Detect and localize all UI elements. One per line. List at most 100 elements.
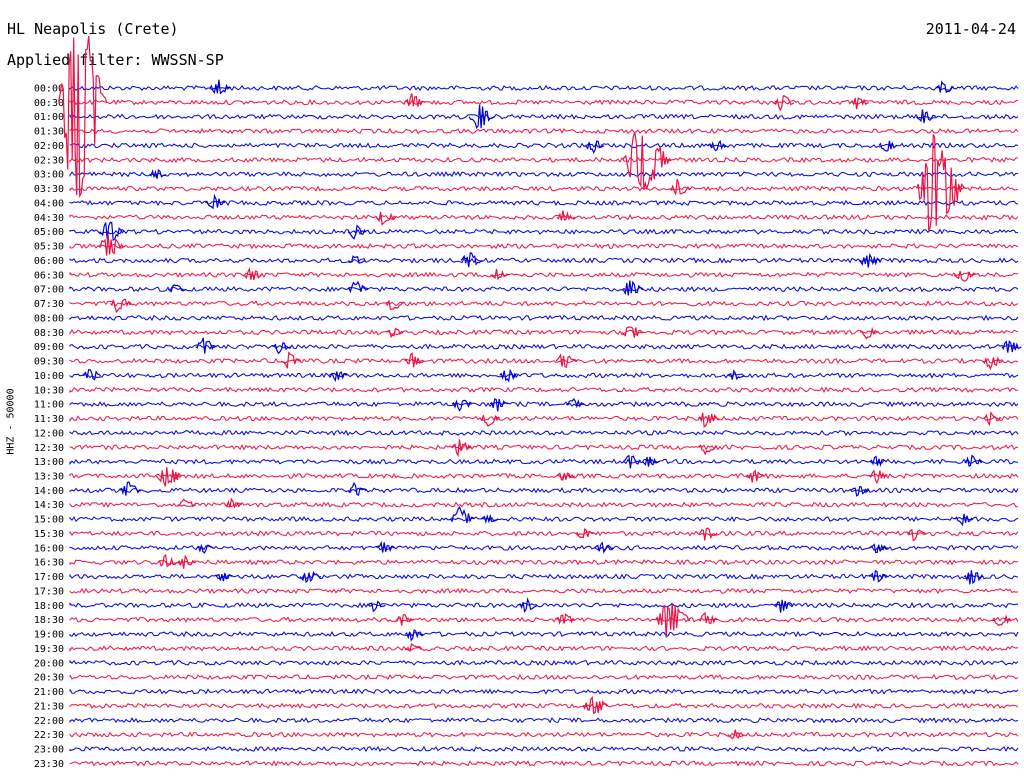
trace-line [69, 156, 1018, 164]
event-burst [224, 497, 242, 509]
event-burst [556, 472, 576, 481]
event-burst [404, 628, 424, 642]
event-burst [460, 252, 483, 268]
row-time-label: 18:30 [34, 615, 64, 626]
row-time-label: 11:30 [34, 414, 64, 425]
trace-line [69, 329, 1019, 336]
row-time-label: 09:00 [34, 342, 64, 353]
event-burst [157, 553, 178, 568]
event-burst [99, 221, 125, 241]
event-burst [953, 270, 976, 282]
event-burst [328, 371, 348, 383]
event-burst [869, 455, 887, 468]
row-time-label: 17:30 [34, 586, 64, 597]
event-burst [858, 252, 881, 268]
event-burst [982, 356, 1003, 371]
trace-line [69, 314, 1019, 322]
event-burst [195, 337, 217, 354]
event-burst [774, 599, 794, 613]
event-burst [983, 411, 1002, 427]
event-burst [347, 481, 367, 496]
event-burst [155, 467, 183, 487]
event-burst [869, 469, 888, 485]
event-burst [480, 513, 499, 525]
row-time-label: 11:00 [34, 400, 64, 411]
event-burst [215, 572, 233, 582]
row-time-label: 00:00 [34, 84, 64, 95]
event-burst [451, 439, 472, 458]
event-burst [403, 93, 426, 107]
trace-line [69, 357, 1019, 365]
event-burst [375, 211, 397, 226]
event-burst [1001, 339, 1022, 353]
event-burst [916, 134, 966, 231]
trace-rows: 00:00 00:30 01:00 01:30 02:00 02:30 03:00 03:30… [34, 84, 1019, 770]
event-burst [149, 168, 167, 179]
event-burst [82, 368, 102, 381]
event-burst [489, 398, 509, 412]
date-label: 2011-04-24 [925, 20, 1016, 38]
trace-line [69, 458, 1019, 466]
row-time-label: 13:30 [34, 471, 64, 482]
event-burst [405, 643, 423, 652]
row-time-label: 13:00 [34, 457, 64, 468]
event-burst [196, 543, 214, 554]
event-burst [582, 695, 608, 715]
row-time-label: 19:00 [34, 630, 64, 641]
event-burst [697, 412, 720, 428]
event-burst [916, 109, 937, 124]
event-burst [205, 193, 226, 210]
trace-line [69, 688, 1019, 695]
event-burst [98, 233, 125, 256]
row-time-label: 15:00 [34, 515, 64, 526]
event-burst [347, 224, 367, 240]
trace-line [69, 702, 1019, 710]
event-burst [566, 397, 585, 409]
event-burst [621, 326, 644, 338]
event-burst [556, 613, 575, 626]
trace-line [69, 516, 1019, 523]
event-burst [642, 456, 660, 467]
trace-line [69, 228, 1019, 235]
event-burst [745, 469, 765, 483]
event-burst [935, 80, 954, 94]
trace-line [69, 185, 1019, 192]
row-time-label: 14:30 [34, 500, 64, 511]
event-burst [243, 266, 264, 281]
trace-line [69, 745, 1019, 753]
trace-line [69, 386, 1019, 394]
row-time-label: 04:30 [34, 213, 64, 224]
row-time-label: 06:30 [34, 270, 64, 281]
row-time-label: 02:30 [34, 155, 64, 166]
trace-line [69, 717, 1019, 724]
event-burst [280, 351, 302, 369]
trace-line [69, 127, 1019, 135]
trace-line [69, 300, 1019, 307]
event-burst [773, 95, 795, 112]
row-time-label: 12:00 [34, 428, 64, 439]
row-time-label: 23:30 [34, 759, 64, 770]
trace-line [69, 429, 1019, 437]
row-time-label: 10:30 [34, 385, 64, 396]
row-time-label: 01:00 [34, 112, 64, 123]
event-burst [451, 399, 472, 412]
event-burst [58, 35, 108, 199]
row-time-label: 03:30 [34, 184, 64, 195]
event-burst [878, 140, 898, 152]
event-burst [655, 603, 691, 638]
event-burst [964, 454, 983, 467]
trace-line [69, 659, 1019, 666]
row-time-label: 14:00 [34, 486, 64, 497]
trace-line [69, 400, 1019, 408]
trace-line [69, 214, 1019, 221]
event-burst [556, 210, 576, 221]
event-burst [622, 132, 672, 191]
event-burst [727, 729, 745, 740]
row-time-label: 12:30 [34, 443, 64, 454]
event-burst [348, 255, 366, 264]
event-burst [992, 614, 1012, 627]
event-burst [490, 268, 509, 281]
event-burst [395, 613, 414, 626]
event-burst [584, 140, 605, 155]
